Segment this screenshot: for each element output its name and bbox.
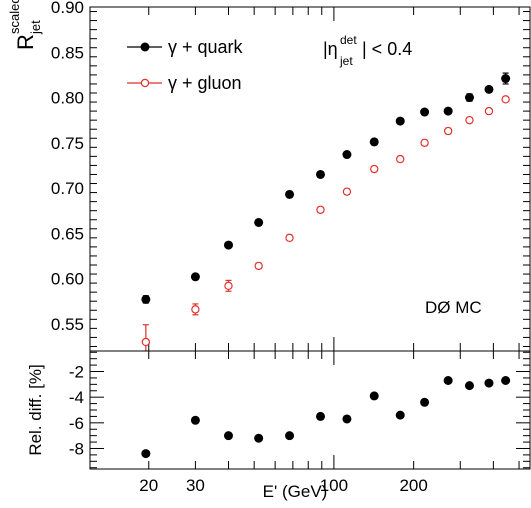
gluon-point — [316, 205, 325, 214]
quark-point — [501, 74, 511, 84]
gluon-point — [285, 233, 294, 243]
reldiff-point — [141, 449, 151, 459]
top-y-tick-label: 0.80 — [51, 89, 84, 108]
quark-point — [369, 137, 379, 147]
x-tick-label: 20 — [139, 476, 158, 495]
reldiff-point — [254, 433, 264, 443]
legend-gluon-label: γ + gluon — [168, 73, 242, 93]
bottom-panel: -2 -4 -6 -8 20 30 100 200 — [69, 350, 531, 495]
top-panel: 0.55 0.60 0.65 0.70 0.75 0.80 0.85 0.90 — [51, 0, 531, 352]
eta-annotation-post: | < 0.4 — [362, 39, 412, 59]
legend-quark-marker — [140, 42, 150, 52]
eta-annotation-sub: jet — [339, 54, 353, 68]
gluon-point — [396, 154, 405, 164]
top-y-tick-label: 0.55 — [51, 315, 84, 334]
legend-gluon-marker — [140, 78, 150, 88]
top-y-tick-label: 0.65 — [51, 224, 84, 243]
top-y-axis-title: R scaled jet — [7, 0, 43, 50]
reldiff-point — [223, 431, 233, 441]
bottom-plot-frame — [89, 350, 531, 470]
reldiff-point — [315, 411, 325, 421]
top-y-tick-label: 0.75 — [51, 134, 84, 153]
quark-point — [395, 116, 405, 126]
quark-point — [464, 93, 474, 103]
eta-annotation-sup: det — [340, 33, 357, 47]
quark-point — [315, 169, 325, 179]
gluon-point — [443, 126, 453, 136]
gluon-point — [342, 187, 352, 196]
reldiff-point — [501, 376, 511, 385]
bottom-y-tick-label: -8 — [69, 439, 84, 458]
reldiff-point — [369, 391, 379, 401]
top-y-tick-label: 0.90 — [51, 0, 84, 17]
reldiff-point — [484, 378, 494, 388]
legend-entry-quark: γ + quark — [127, 37, 244, 57]
watermark-label: DØ MC — [425, 298, 482, 317]
eta-annotation-pre: |η — [323, 39, 338, 59]
reldiff-point — [420, 397, 430, 407]
x-tick-label: 200 — [399, 476, 427, 495]
bottom-y-tick-label: -4 — [69, 388, 84, 407]
top-y-axis-title-sub: jet — [28, 20, 43, 35]
top-y-tick-label: 0.70 — [51, 179, 84, 198]
gluon-point — [191, 305, 200, 314]
reldiff-point — [464, 381, 474, 391]
reldiff-point — [342, 414, 352, 424]
x-tick-label: 100 — [320, 476, 348, 495]
quark-point — [285, 189, 295, 199]
bottom-y-tick-label: -2 — [69, 363, 84, 382]
gluon-point — [141, 337, 151, 347]
gluon-point — [370, 164, 379, 174]
top-y-axis-title-sup: scaled — [7, 0, 22, 34]
reldiff-point — [285, 431, 295, 441]
quark-point — [484, 84, 494, 94]
top-y-tick-label: 0.85 — [51, 43, 84, 62]
gluon-point — [465, 115, 474, 125]
quark-point — [190, 272, 200, 282]
quark-point — [342, 150, 352, 160]
gluon-point — [420, 138, 429, 147]
quark-point — [254, 217, 264, 227]
quark-point — [141, 294, 151, 304]
bottom-y-axis-title: Rel. diff. [%] — [26, 364, 45, 455]
top-y-axis-title-main: R — [13, 34, 38, 50]
legend-entry-gluon: γ + gluon — [127, 73, 242, 93]
x-tick-label: 30 — [186, 476, 205, 495]
bottom-y-tick-label: -6 — [69, 414, 84, 433]
legend: γ + quark γ + gluon — [127, 37, 244, 93]
quark-point — [420, 107, 430, 117]
eta-annotation: |η det jet | < 0.4 — [323, 33, 412, 68]
top-y-tick-label: 0.60 — [51, 270, 84, 289]
gluon-point — [224, 281, 233, 291]
legend-quark-label: γ + quark — [168, 37, 244, 57]
x-axis-title: E' (GeV) — [263, 482, 328, 501]
gluon-point — [484, 106, 494, 116]
reldiff-point — [190, 415, 200, 425]
reldiff-point — [395, 410, 405, 420]
quark-point — [443, 106, 453, 116]
reldiff-point — [443, 376, 453, 385]
gluon-point — [501, 95, 510, 104]
gluon-point — [254, 261, 263, 271]
quark-point — [223, 240, 233, 250]
